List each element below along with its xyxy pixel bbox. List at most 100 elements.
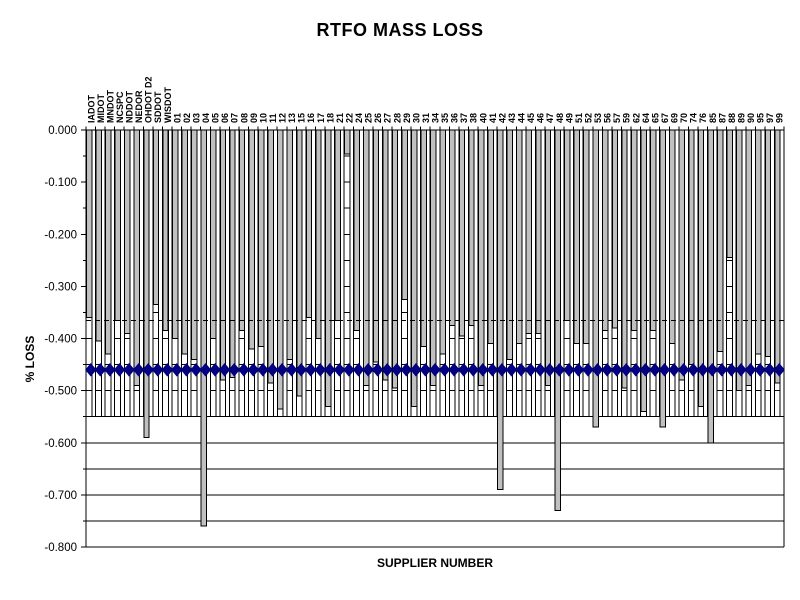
category-label: 09 — [249, 113, 259, 123]
gray-bar — [468, 129, 475, 326]
gray-bar — [286, 129, 294, 360]
gray-bar — [544, 129, 552, 386]
category-label: 47 — [545, 113, 555, 123]
gray-bar — [573, 129, 580, 345]
gray-bar — [152, 129, 160, 306]
gray-bar — [592, 129, 600, 428]
gray-bar — [238, 129, 246, 332]
gray-bar — [621, 129, 628, 389]
category-label: 74 — [689, 113, 699, 123]
y-tick-label: -0.200 — [44, 229, 77, 241]
gray-bar — [659, 129, 666, 428]
category-label: 41 — [488, 113, 498, 123]
category-label: 45 — [526, 113, 536, 123]
category-label: 43 — [507, 113, 517, 123]
gray-bar — [449, 129, 456, 326]
gray-bar — [267, 129, 274, 384]
category-label: NCSPC — [115, 91, 125, 123]
category-label: 34 — [431, 113, 441, 123]
category-label: 69 — [670, 113, 680, 123]
category-label: 85 — [708, 113, 718, 123]
gray-bar — [736, 129, 743, 392]
category-label: 29 — [402, 113, 412, 123]
category-label: 28 — [392, 113, 402, 123]
y-tick-label: -0.700 — [44, 490, 77, 502]
category-label: 87 — [717, 113, 727, 123]
category-label: 25 — [364, 113, 374, 123]
y-tick-label: -0.400 — [44, 334, 77, 346]
category-label: 44 — [517, 113, 527, 123]
gray-bar — [162, 129, 169, 332]
category-label: MNDOT — [105, 90, 115, 123]
gray-bar — [487, 129, 494, 345]
category-label: 27 — [383, 113, 393, 123]
category-label: 42 — [497, 113, 507, 123]
category-label: 02 — [182, 113, 192, 123]
category-label: 57 — [612, 113, 622, 123]
category-label: 46 — [536, 113, 546, 123]
gray-bar — [688, 129, 695, 366]
gray-bar — [133, 129, 141, 386]
gray-bar — [583, 129, 590, 345]
category-label: 03 — [191, 113, 201, 123]
category-label: 40 — [478, 113, 488, 123]
gray-bar — [774, 129, 781, 384]
category-label: 95 — [756, 113, 766, 123]
category-label: 90 — [746, 113, 756, 123]
gray-bar — [669, 129, 676, 345]
gray-bar — [477, 129, 485, 386]
gray-bar — [372, 129, 380, 363]
category-label: SDDOT — [153, 91, 163, 123]
category-label: 05 — [211, 113, 221, 123]
y-tick-label: -0.500 — [44, 386, 77, 398]
category-label: 26 — [373, 113, 383, 123]
category-label: 12 — [278, 113, 288, 123]
gray-bar — [678, 129, 686, 381]
category-label: 35 — [440, 113, 450, 123]
gray-bar — [716, 129, 724, 353]
gray-bar — [382, 129, 389, 381]
gray-bar — [458, 129, 466, 337]
white-reference-bar — [722, 129, 728, 418]
category-label: 56 — [603, 113, 613, 123]
gray-bar — [535, 129, 542, 334]
category-label: 10 — [258, 113, 268, 123]
category-label: 49 — [564, 113, 574, 123]
category-label: 13 — [287, 113, 297, 123]
category-label: 88 — [727, 113, 737, 123]
white-reference-bar — [779, 129, 785, 418]
category-label: 22 — [344, 113, 354, 123]
gray-bar — [420, 129, 427, 347]
category-label: 18 — [325, 113, 335, 123]
gray-bar — [124, 129, 131, 334]
gray-bar — [344, 129, 351, 155]
category-label: 15 — [297, 113, 307, 123]
gray-bar — [611, 129, 619, 329]
gray-bar — [258, 129, 265, 347]
gray-bar — [630, 129, 638, 332]
category-label: 24 — [354, 113, 364, 123]
gray-bar — [229, 129, 236, 379]
category-label: 65 — [650, 113, 660, 123]
category-label: 62 — [631, 113, 641, 123]
gray-bar — [497, 129, 504, 491]
category-label: 21 — [335, 113, 345, 123]
chart-title: RTFO MASS LOSS — [316, 20, 484, 40]
category-label: 04 — [201, 113, 211, 123]
category-label: NEDOR — [134, 90, 144, 123]
gray-bar — [506, 129, 513, 360]
category-label: MIDOT — [96, 94, 106, 123]
category-label: 89 — [736, 113, 746, 123]
gray-bar — [200, 129, 207, 527]
gray-bar — [707, 129, 714, 444]
category-label: 70 — [679, 113, 689, 123]
category-label: 64 — [641, 113, 651, 123]
gray-bar — [602, 129, 609, 332]
gray-bar — [401, 129, 408, 300]
gray-bar — [315, 129, 322, 339]
gray-bar — [296, 129, 303, 397]
category-label: OHDOT D2 — [144, 76, 154, 123]
category-label: NDDOT — [125, 91, 135, 123]
